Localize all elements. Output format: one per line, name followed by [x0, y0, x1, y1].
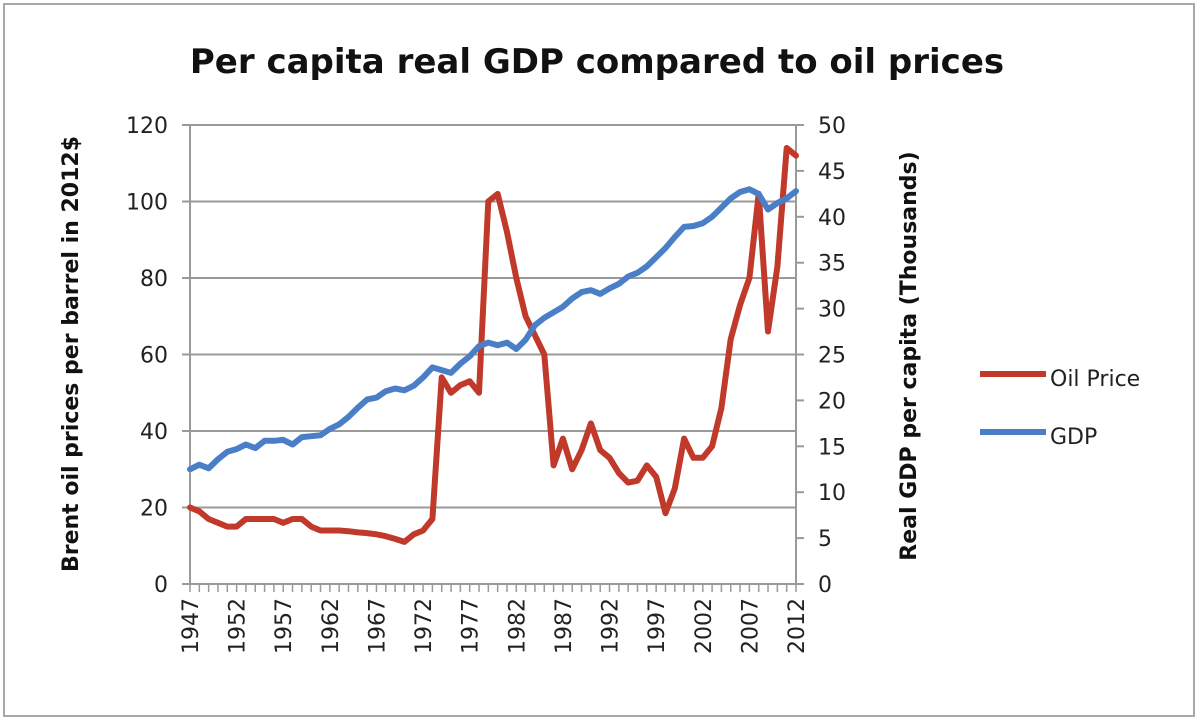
x-tick-label: 2007 [738, 598, 763, 654]
y-tick-label-left: 100 [126, 191, 168, 216]
y-tick-label-right: 0 [818, 573, 832, 598]
x-tick-label: 2012 [785, 598, 810, 654]
y-tick-label-right: 45 [818, 160, 846, 185]
y-ticks-right: 0 5 10 15 20 25 30 35 40 45 50 [796, 114, 846, 598]
x-tick-label: 1997 [645, 598, 670, 654]
x-tick-label: 1962 [319, 598, 344, 654]
series-line-gdp [187, 186, 799, 473]
chart-title: Per capita real GDP compared to oil pric… [190, 42, 1004, 82]
y-tick-label-left: 60 [140, 344, 168, 369]
y-tick-label-right: 25 [818, 344, 846, 369]
y-tick-label-left: 40 [140, 420, 168, 445]
y-tick-label-left: 0 [154, 573, 168, 598]
y-tick-label-left: 80 [140, 267, 168, 292]
x-tick-label: 1972 [412, 598, 437, 654]
x-tick-label: 1982 [505, 598, 530, 654]
x-tick-label: 1992 [599, 598, 624, 654]
legend: Oil Price GDP [980, 367, 1140, 450]
y-tick-label-left: 20 [140, 497, 168, 522]
y-tick-label-right: 40 [818, 206, 846, 231]
x-tick-label: 1977 [459, 598, 484, 654]
y-tick-label-right: 20 [818, 389, 846, 414]
legend-label-gdp: GDP [1050, 425, 1097, 450]
y-axis-label-right: Real GDP per capita (Thousands) [897, 151, 922, 560]
y-tick-label-left: 120 [126, 114, 168, 139]
chart-frame [3, 3, 1195, 717]
series-line-oil-price [187, 145, 799, 545]
x-tick-label: 1957 [272, 598, 297, 654]
x-tick-label: 2002 [692, 598, 717, 654]
y-ticks-left: 0 20 40 60 80 100 120 [126, 114, 190, 598]
y-axis-label-left: Brent oil prices per barrel in 2012$ [59, 136, 84, 572]
y-tick-label-right: 15 [818, 435, 846, 460]
y-tick-label-right: 10 [818, 481, 846, 506]
y-tick-label-right: 5 [818, 527, 832, 552]
x-ticks: 1947 1952 1957 1962 1967 1972 1977 1982 1987 1992… [179, 584, 810, 654]
x-tick-label: 1967 [365, 598, 390, 654]
x-tick-label: 1987 [552, 598, 577, 654]
y-tick-label-right: 30 [818, 298, 846, 323]
series-lines [187, 145, 799, 545]
y-tick-label-right: 50 [818, 114, 846, 139]
x-tick-label: 1952 [226, 598, 251, 654]
gridlines [190, 124, 796, 509]
y-tick-label-right: 35 [818, 252, 846, 277]
x-tick-label: 1947 [179, 598, 204, 654]
legend-label-oil-price: Oil Price [1050, 367, 1140, 392]
